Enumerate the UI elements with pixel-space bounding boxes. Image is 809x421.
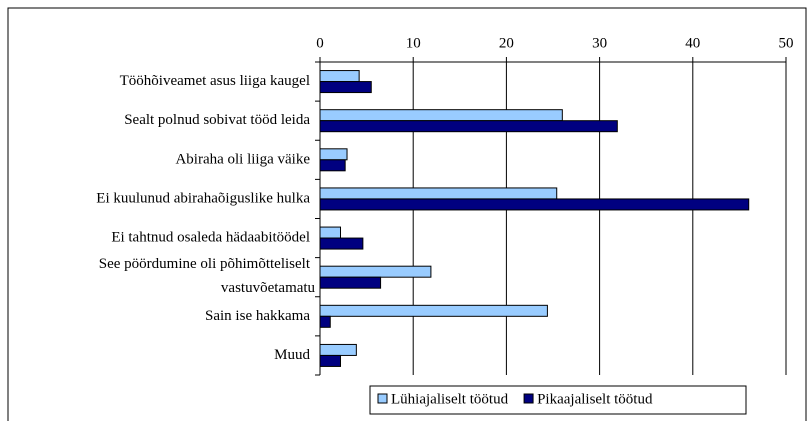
bar: [319, 198, 750, 211]
y-tick-label: See pöördumine oli põhimõtteliselt vastuv…: [99, 257, 316, 297]
bar: [319, 148, 348, 161]
y-tick-label: Sealt polnud sobivat tööd leida: [124, 112, 310, 128]
y-tick-label: Abiraha oli liiga väike: [175, 151, 310, 167]
y-tick-label: Ei kuulunud abirahaõiguslike hulka: [96, 190, 310, 206]
x-tick-label: 10: [406, 35, 421, 51]
y-tick-label: Ei tahtnud osaleda hädaabitöödel: [111, 230, 310, 246]
bar: [319, 226, 342, 239]
frame: [7, 7, 807, 421]
bar: [319, 343, 357, 356]
bar: [319, 265, 432, 278]
legend-label: Lühiajaliselt töötud: [391, 391, 509, 407]
bar: [319, 109, 563, 122]
x-tick-label: 30: [592, 35, 607, 51]
x-tick-label: 0: [316, 35, 324, 51]
x-tick-label: 50: [779, 35, 794, 51]
x-tick-label: 40: [685, 35, 700, 51]
bar: [319, 70, 360, 83]
bar: [319, 276, 382, 289]
legend-label: Pikaajaliselt töötud: [537, 391, 653, 407]
bar: [319, 187, 558, 200]
legend-swatch: [523, 393, 534, 404]
bar: [319, 159, 346, 172]
bar: [319, 304, 548, 317]
label-line: vastuvõetamatu: [221, 281, 316, 297]
label-line: See pöördumine oli põhimõtteliselt: [99, 257, 311, 273]
bar: [319, 237, 364, 250]
bar: [319, 81, 372, 94]
y-tick-label: Muud: [274, 347, 310, 363]
bar: [319, 315, 331, 328]
y-tick-label: Tööhõiveamet asus liiga kaugel: [120, 73, 310, 89]
bar: [319, 354, 342, 367]
legend-box: [369, 385, 747, 415]
legend-swatch: [377, 393, 388, 404]
x-tick-label: 20: [499, 35, 514, 51]
y-tick-label: Sain ise hakkama: [205, 308, 310, 324]
bar: [319, 120, 618, 133]
